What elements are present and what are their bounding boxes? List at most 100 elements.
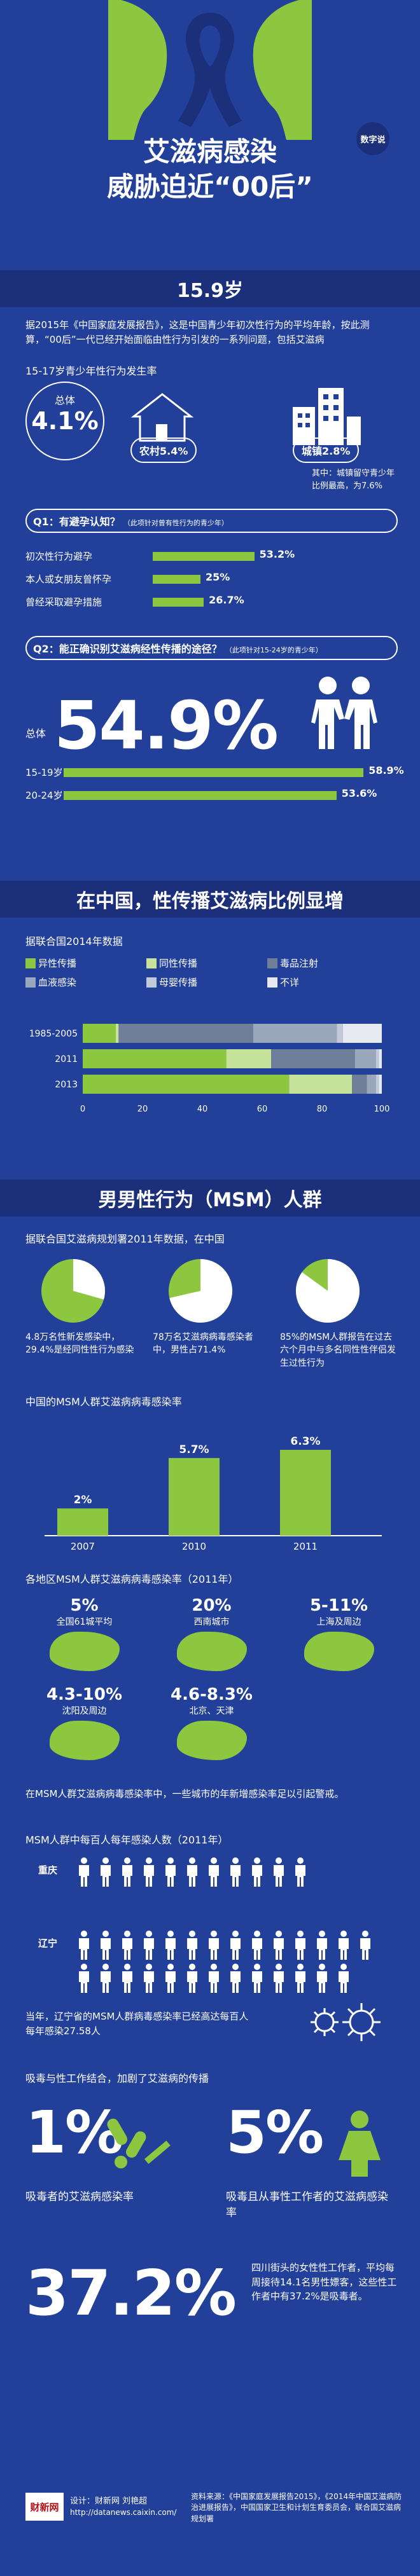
person-icon [79,1964,89,1993]
page-title-line1: 艾滋病感染 [143,136,277,167]
legend-label: 不详 [280,977,300,988]
drugs-right-value: 5% [226,2098,324,2166]
stack-segment [253,1024,337,1043]
stack-segment [289,1075,352,1094]
logo-badge: 数字说 [356,122,389,155]
stack-segment [342,1024,382,1043]
rural-house-icon [130,393,194,442]
q1-label: 初次性行为避孕 [25,551,93,562]
legend-swatch [146,958,157,968]
person-icon [165,1964,176,1993]
x-tick-label: 40 [197,1105,208,1114]
person-icon [165,1931,176,1960]
q2-total-value: 54.9% [54,687,279,764]
person-icon [187,1964,197,1993]
msm-year-label: 2007 [71,1541,95,1552]
couple-icon [311,677,377,749]
stack-segment [375,1049,379,1068]
total-rate-value: 4.1% [31,407,99,435]
regions-grid: 5% 全国61城平均 20% 西南城市 5-11% 上海及周边 4.3-10% 沈阳及周边 4.… [25,1596,401,1768]
pie-caption: 4.8万名性新发感染中，29.4%是经同性性行为感染 [25,1332,134,1356]
person-icon [209,1931,219,1960]
person-icon [230,1931,241,1960]
q2-value: 58.9% [368,764,404,776]
pie-card: 85%的MSM人群报告在过去六个月中与多名同性性伴侣发生过性行为 [280,1256,398,1370]
stack-segment [354,1049,376,1068]
person-icon [165,1857,176,1887]
pie-slice-value [169,1259,232,1323]
person-icon [295,1964,305,1993]
stack-segment [337,1024,343,1043]
q2-header: Q2：能正确识别艾滋病经性传播的途径？ （此项针对15-24岁的青少年） [25,636,398,660]
legend-swatch [25,977,36,988]
stack-segment [226,1049,272,1068]
region-value: 5% [70,1596,99,1615]
region-item: 5% 全国61城平均 [25,1596,143,1679]
ribbon-heads-illustration [108,0,312,140]
region-item: 20% 西南城市 [153,1596,270,1679]
legend-item: 同性传播 [146,954,267,973]
legend-swatch [267,958,277,968]
q1-row: 初次性行为避孕 53.2% [25,547,407,570]
q2-label: 20-24岁 [25,790,63,801]
footer: 财新网 设计：财新网 刘艳超 http://datanews.caixin.co… [0,2480,420,2576]
region-map-shape [176,1721,247,1760]
person-icon [274,1964,284,1993]
person-icon [295,1857,305,1887]
region-map-shape [176,1632,247,1671]
q1-label: 本人或女朋友曾怀孕 [25,574,112,585]
q1-value: 25% [206,571,230,583]
section-band-msm: 男男性行为（MSM）人群 [0,1180,420,1216]
person-icon [144,1964,154,1993]
stack-segment [118,1024,253,1043]
stack-segment [352,1075,367,1094]
legend-label: 血液感染 [38,977,77,988]
urban-rate-pill: 城镇2.8% [293,437,360,463]
msm-year-label: 2011 [293,1541,318,1552]
q1-title: Q1：有避孕认知？ [33,516,120,528]
rate-title: 15-17岁青少年性行为发生率 [25,365,157,377]
footer-url[interactable]: http://datanews.caixin.com/ [70,2508,177,2517]
region-value: 4.3-10% [46,1685,123,1704]
person-icon [122,1931,132,1960]
person-icon [101,1964,111,1993]
section-band-transmission: 在中国，性传播艾滋病比例显增 [0,881,420,918]
header: 数字说 艾滋病感染 威胁迫近“00后” [0,0,420,210]
person-icon [230,1857,241,1887]
region-value: 20% [192,1596,232,1615]
rural-rate-pill: 农村5.4% [130,437,197,463]
q2-row: 15-19岁 58.9% [25,763,407,786]
q2-bars: 15-19岁 58.9% 20-24岁 53.6% [25,763,407,814]
q1-note: （此项针对曾有性行为的青少年） [123,519,228,527]
pie-chart [296,1259,360,1323]
person-icon [209,1964,219,1993]
msm-bar-value: 5.7% [179,1443,209,1456]
pie-chart [41,1259,105,1323]
pie-slice-value [296,1259,360,1323]
legend-swatch [25,958,36,968]
stack-segment [367,1075,376,1094]
person-icon [187,1857,197,1887]
msm-bar [57,1508,108,1536]
stack-segment [379,1049,382,1068]
section-band-age: 15.9岁 [0,270,420,307]
legend-item: 异性传播 [25,954,146,973]
region-value: 4.6-8.3% [171,1685,253,1704]
person-icon [230,1964,241,1993]
drugs-big-value: 37.2% [25,2257,237,2330]
footer-brand-logo: 财新网 [25,2493,64,2521]
footer-credit: 设计：财新网 刘艳超 [70,2497,148,2506]
legend-label: 母婴传播 [159,977,198,988]
pie-chart [169,1259,232,1323]
pie-caption: 78万名艾滋病病毒感染者中，男性占71.4% [153,1332,253,1356]
person-icon [144,1857,154,1887]
people-row-label: 辽宁 [38,1938,58,1949]
person-icon [339,1931,349,1960]
region-item: 4.3-10% 沈阳及周边 [25,1685,143,1768]
region-map-shape [49,1632,120,1671]
x-tick-label: 80 [317,1105,328,1114]
region-map-shape [304,1632,374,1671]
person-icon [144,1931,154,1960]
drugs-left-value: 1% [25,2098,123,2166]
person-icon [274,1857,284,1887]
